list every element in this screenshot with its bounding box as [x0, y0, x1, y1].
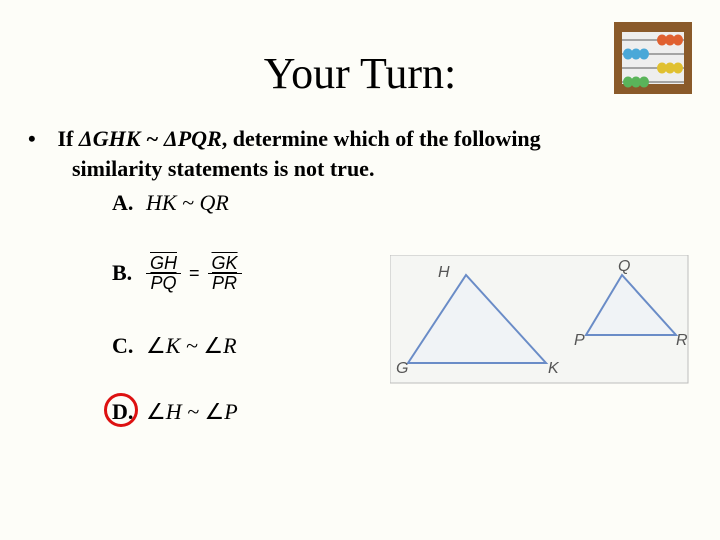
options-list: A. HK ~ QR B. GH PQ = GK PR C. ∠K ~ ∠R D…: [112, 190, 242, 467]
frac2-den: PR: [208, 274, 241, 293]
question-rest1: , determine which of the following: [222, 126, 541, 151]
svg-text:P: P: [574, 332, 585, 349]
option-a-text: HK ~ QR: [146, 190, 229, 216]
frac2-num: GK: [208, 254, 242, 274]
option-b-letter: B.: [112, 260, 146, 286]
correct-answer-circle: [104, 393, 138, 427]
svg-text:H: H: [438, 264, 450, 281]
option-c-letter: C.: [112, 333, 146, 359]
svg-text:Q: Q: [618, 258, 630, 275]
question-prefix: If: [58, 126, 79, 151]
svg-text:K: K: [548, 360, 560, 377]
option-b: B. GH PQ = GK PR: [112, 254, 242, 293]
option-d: D. ∠H ~ ∠P: [112, 399, 242, 425]
option-b-equation: GH PQ = GK PR: [146, 254, 242, 293]
option-a-letter: A.: [112, 190, 146, 216]
svg-text:R: R: [676, 332, 688, 349]
page-title: Your Turn:: [0, 48, 720, 99]
frac1-den: PQ: [146, 274, 180, 293]
option-c-text: ∠K ~ ∠R: [146, 333, 237, 359]
triangles-diagram: G H K P Q R: [390, 255, 690, 390]
question-similarity: ΔGHK ~ ΔPQR: [79, 126, 222, 151]
equals-sign: =: [189, 263, 200, 284]
question-rest2: similarity statements is not true.: [28, 154, 541, 184]
svg-text:G: G: [396, 360, 408, 377]
frac1-num: GH: [146, 254, 181, 274]
option-d-text: ∠H ~ ∠P: [146, 399, 238, 425]
abacus-icon: [614, 22, 692, 99]
question-text: • If ΔGHK ~ ΔPQR, determine which of the…: [28, 124, 541, 183]
option-c: C. ∠K ~ ∠R: [112, 333, 242, 359]
option-a: A. HK ~ QR: [112, 190, 242, 216]
